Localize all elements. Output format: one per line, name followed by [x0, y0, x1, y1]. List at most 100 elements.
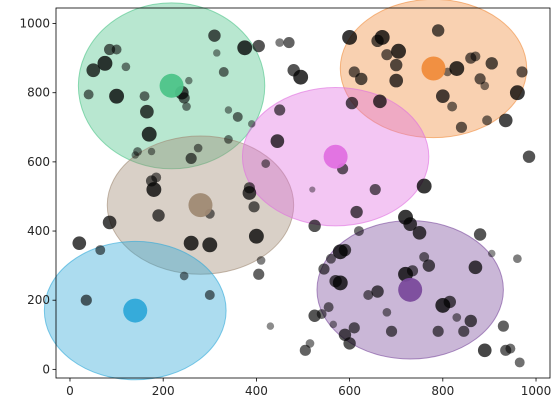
cluster-center-3 — [421, 56, 446, 81]
data-point — [299, 344, 311, 356]
data-point — [86, 63, 101, 78]
data-point — [141, 126, 157, 142]
x-tick-label: 400 — [245, 384, 268, 398]
data-point — [293, 69, 309, 85]
data-point — [343, 337, 356, 350]
data-point — [355, 72, 368, 86]
data-point — [338, 243, 352, 257]
data-point — [505, 343, 516, 354]
data-point — [381, 49, 393, 61]
data-point — [224, 135, 233, 144]
data-point — [80, 294, 92, 306]
data-point — [403, 217, 418, 231]
cluster-center-1 — [159, 73, 184, 98]
data-point — [266, 322, 275, 330]
data-point — [329, 320, 338, 329]
data-point — [348, 322, 360, 334]
data-point — [473, 228, 487, 241]
plot-frame — [55, 7, 551, 379]
data-point — [283, 36, 295, 49]
x-tick-label: 0 — [66, 384, 74, 398]
data-point — [416, 178, 432, 194]
data-point — [182, 102, 191, 111]
data-point — [218, 67, 229, 77]
data-point — [468, 260, 483, 275]
data-point — [308, 219, 321, 233]
data-point — [261, 159, 271, 168]
data-point — [385, 325, 398, 337]
x-tick-label: 200 — [152, 384, 175, 398]
data-point — [111, 44, 122, 55]
y-axis: 0 200 400 600 800 1000 — [19, 17, 56, 376]
data-point — [389, 73, 404, 88]
data-point — [332, 275, 348, 291]
cluster-center-5 — [123, 298, 148, 323]
data-point — [97, 55, 113, 71]
data-point — [151, 172, 162, 183]
data-point — [412, 225, 427, 240]
data-point — [497, 320, 509, 332]
data-point — [204, 290, 215, 300]
data-point — [224, 106, 233, 114]
data-point — [193, 143, 203, 153]
data-point — [121, 62, 131, 72]
data-point — [373, 94, 387, 109]
x-axis: 0 200 400 600 800 1000 — [66, 378, 551, 398]
data-point — [102, 215, 117, 230]
data-point — [382, 307, 392, 317]
data-point — [147, 147, 156, 156]
data-point — [432, 325, 444, 337]
cluster-centers — [123, 56, 446, 323]
data-point — [363, 290, 374, 300]
data-point — [140, 104, 154, 119]
y-tick-label: 600 — [27, 155, 50, 169]
data-point — [369, 183, 381, 196]
data-point — [270, 134, 285, 148]
data-point — [353, 226, 364, 236]
data-point — [104, 43, 116, 56]
data-point — [485, 57, 498, 70]
data-point — [202, 237, 218, 253]
data-point — [458, 325, 470, 337]
data-point — [406, 265, 419, 277]
data-point — [516, 66, 528, 78]
data-point — [179, 271, 189, 281]
data-point — [455, 121, 468, 133]
data-point — [146, 182, 162, 197]
data-point — [431, 24, 445, 37]
data-point — [470, 51, 481, 62]
data-point — [275, 38, 285, 47]
data-point — [449, 61, 465, 76]
data-point — [232, 111, 243, 122]
cluster-center-2 — [188, 193, 213, 218]
data-point — [83, 89, 94, 100]
data-point — [371, 285, 384, 298]
data-point — [374, 29, 390, 45]
data-point — [390, 58, 403, 72]
data-point — [509, 85, 525, 101]
data-point — [183, 235, 199, 251]
data-point — [309, 186, 316, 193]
data-point — [342, 29, 358, 45]
data-point — [513, 254, 522, 264]
data-point — [323, 302, 334, 313]
data-point — [253, 268, 265, 280]
data-point — [474, 73, 486, 85]
data-point — [522, 150, 536, 163]
data-point — [243, 182, 255, 194]
data-point — [178, 92, 190, 104]
data-point — [482, 115, 493, 126]
data-point — [185, 76, 193, 85]
data-point — [131, 151, 139, 159]
data-point — [274, 104, 286, 116]
data-point — [477, 343, 492, 358]
data-point — [139, 91, 150, 102]
data-point — [452, 313, 462, 322]
data-point — [256, 256, 266, 265]
data-point — [498, 113, 513, 128]
y-tick-label: 400 — [27, 224, 50, 238]
data-point — [305, 339, 315, 348]
data-point — [109, 88, 125, 104]
data-point — [316, 309, 327, 319]
